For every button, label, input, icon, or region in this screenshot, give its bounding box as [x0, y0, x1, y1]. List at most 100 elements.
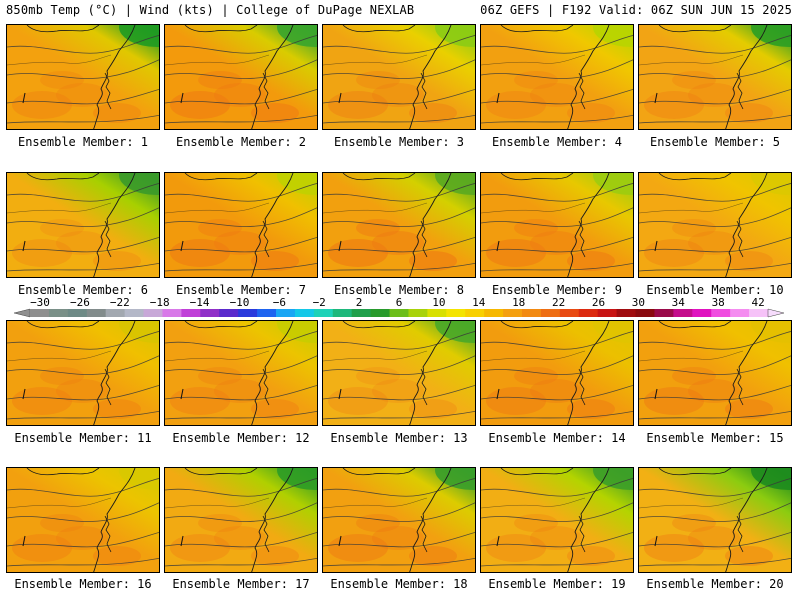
- scale-tick-label: 38: [712, 296, 725, 309]
- warm-anomaly-shading: [12, 534, 72, 562]
- warm-anomaly-shading: [530, 526, 582, 550]
- state-border: [165, 202, 270, 214]
- ensemble-member-label: Ensemble Member: 2: [175, 135, 307, 149]
- height-contour: [7, 410, 159, 420]
- scale-swatch: [597, 309, 618, 317]
- bay-outline: [104, 220, 112, 258]
- height-contour: [639, 59, 791, 79]
- state-border: [7, 497, 112, 509]
- scale-tick-label: 2: [356, 296, 363, 309]
- temperature-field-map: [7, 25, 159, 129]
- temperature-field-map: [165, 321, 317, 425]
- bay-outline: [736, 220, 744, 258]
- warm-anomaly-shading: [328, 91, 388, 119]
- temperature-field-map: [7, 321, 159, 425]
- cool-anomaly-shading: [751, 468, 791, 490]
- ensemble-member-map: [164, 320, 318, 426]
- cool-anomaly-shading: [277, 173, 317, 195]
- scale-tick-label: 6: [396, 296, 403, 309]
- ensemble-member-map: [322, 24, 476, 130]
- warm-anomaly-shading: [40, 367, 84, 385]
- height-contour: [481, 410, 633, 420]
- warm-anomaly-shading: [372, 83, 424, 107]
- wind-barb: [180, 92, 184, 104]
- wind-barb: [654, 388, 658, 400]
- warm-anomaly-shading: [644, 534, 704, 562]
- warm-anomaly-shading: [170, 91, 230, 119]
- ensemble-member-label: Ensemble Member: 15: [646, 431, 784, 445]
- ensemble-member-map: [322, 467, 476, 573]
- temperature-field-map: [481, 25, 633, 129]
- height-contour: [165, 207, 317, 227]
- bay-outline: [736, 368, 744, 406]
- scale-swatch: [124, 309, 145, 317]
- height-contour: [7, 331, 159, 350]
- ensemble-member-map: [638, 467, 792, 573]
- warm-anomaly-shading: [93, 251, 141, 271]
- scale-swatch: [427, 309, 447, 317]
- warm-anomaly-shading: [514, 71, 558, 89]
- warm-anomaly-shading: [251, 251, 299, 271]
- state-border: [481, 350, 586, 362]
- great-lakes-outline: [658, 25, 732, 33]
- warm-anomaly-shading: [530, 379, 582, 403]
- warm-anomaly-shading: [688, 231, 740, 255]
- ensemble-member-label: Ensemble Member: 1: [17, 135, 149, 149]
- great-lakes-outline: [26, 25, 100, 33]
- warm-anomaly-shading: [672, 514, 716, 532]
- cool-anomaly-shading: [435, 25, 475, 47]
- bay-outline: [578, 72, 586, 110]
- bay-outline: [420, 72, 428, 110]
- ensemble-member-label: Ensemble Member: 6: [17, 283, 149, 297]
- valid-time-label: 06Z GEFS | F192 Valid: 06Z SUN JUN 15 20…: [480, 3, 792, 17]
- warm-anomaly-shading: [198, 219, 242, 237]
- coastline: [725, 468, 768, 572]
- scale-swatch: [711, 309, 731, 317]
- warm-anomaly-shading: [725, 546, 773, 566]
- scale-tick-label: 14: [472, 296, 486, 309]
- height-contour: [639, 89, 791, 105]
- height-contour: [481, 89, 633, 105]
- warm-anomaly-shading: [644, 387, 704, 415]
- coastline: [409, 321, 452, 425]
- height-contour: [7, 237, 159, 253]
- great-lakes-outline: [342, 173, 416, 181]
- temperature-field-map: [639, 25, 791, 129]
- cool-anomaly-shading: [119, 173, 159, 195]
- warm-anomaly-shading: [409, 251, 457, 271]
- cool-anomaly-shading: [435, 173, 475, 195]
- scale-tick-label: −22: [110, 296, 130, 309]
- great-lakes-outline: [500, 173, 574, 181]
- scale-tick-label: −30: [30, 296, 50, 309]
- scale-tick-label: −6: [273, 296, 286, 309]
- warm-anomaly-shading: [356, 367, 400, 385]
- warm-anomaly-shading: [56, 83, 108, 107]
- height-contour: [7, 262, 159, 272]
- great-lakes-outline: [658, 321, 732, 329]
- height-contour: [639, 183, 791, 202]
- warm-anomaly-shading: [56, 231, 108, 255]
- cool-anomaly-shading: [593, 25, 633, 47]
- warm-anomaly-shading: [372, 231, 424, 255]
- warm-anomaly-shading: [40, 514, 84, 532]
- cool-anomaly-shading: [751, 321, 791, 343]
- warm-anomaly-shading: [567, 251, 615, 271]
- scale-swatch: [181, 309, 201, 317]
- warm-anomaly-shading: [567, 546, 615, 566]
- height-contour: [7, 59, 159, 79]
- ensemble-member-map: [480, 172, 634, 278]
- height-contour: [639, 532, 791, 548]
- warm-anomaly-shading: [251, 546, 299, 566]
- wind-barb: [654, 535, 658, 547]
- temperature-field-map: [165, 25, 317, 129]
- scale-tick-label: −2: [313, 296, 326, 309]
- state-border: [639, 497, 744, 509]
- great-lakes-outline: [342, 25, 416, 33]
- scale-swatch: [332, 309, 353, 317]
- height-contour: [7, 532, 159, 548]
- wind-barb: [338, 240, 342, 252]
- state-border: [481, 54, 586, 66]
- coastline: [93, 468, 136, 572]
- coastline: [567, 173, 610, 277]
- height-contour: [481, 532, 633, 548]
